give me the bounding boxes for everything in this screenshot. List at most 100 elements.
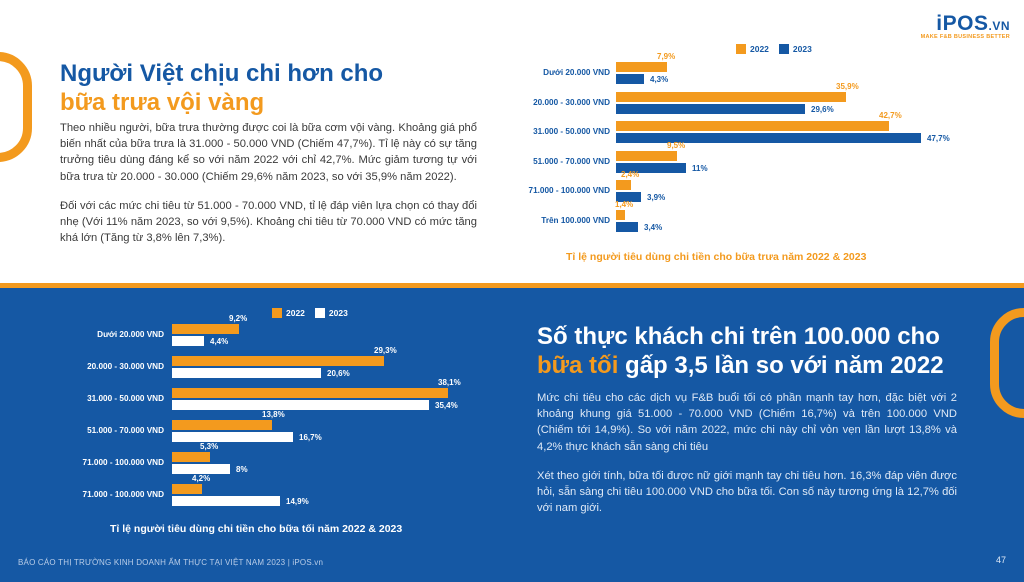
ipos-logo: iPOS.VN MAKE F&B BUSINESS BETTER <box>921 12 1010 40</box>
lunch-paragraph-2: Đối với các mức chi tiêu từ 51.000 - 70.… <box>60 199 477 245</box>
category-label: Dưới 20.000 VND <box>543 68 610 77</box>
report-footer: BÁO CÁO THỊ TRƯỜNG KINH DOANH ẨM THỰC TẠ… <box>18 558 324 567</box>
dinner-paragraph-1: Mức chi tiêu cho các dịch vụ F&B buổi tố… <box>537 392 957 453</box>
logo-suffix: .VN <box>988 19 1010 33</box>
bar-2023 <box>172 368 321 378</box>
data-label-2023: 8% <box>236 465 248 474</box>
legend-label: 2023 <box>792 44 812 54</box>
bar-2023 <box>616 162 686 173</box>
legend-swatch <box>778 44 789 54</box>
bar-2022 <box>172 420 272 430</box>
dinner-heading: Số thực khách chi trên 100.000 cho bữa t… <box>537 323 944 381</box>
category-label: 51.000 - 70.000 VND <box>87 426 164 435</box>
lunch-heading-line2: bữa trưa vội vàng <box>60 88 265 116</box>
data-label-2023: 11% <box>692 163 708 173</box>
logo-tagline: MAKE F&B BUSINESS BETTER <box>920 34 1010 40</box>
lunch-chart-caption: Tỉ lệ người tiêu dùng chi tiền cho bữa t… <box>566 251 867 263</box>
category-label: 20.000 - 30.000 VND <box>533 97 610 107</box>
data-label-2022: 9,2% <box>229 314 248 323</box>
bar-2022 <box>172 388 448 398</box>
data-label-2022: 4,2% <box>192 474 211 483</box>
bar-2022 <box>616 121 889 131</box>
data-label-2022: 2,4% <box>621 170 640 179</box>
data-label-2023: 35,4% <box>435 401 458 410</box>
category-label: 71.000 - 100.000 VND <box>528 186 610 195</box>
data-label-2023: 14,9% <box>286 497 309 506</box>
data-label-2022: 42,7% <box>879 111 902 120</box>
bar-2022 <box>616 150 677 161</box>
legend-label: 2022 <box>750 44 769 54</box>
bar-2023 <box>616 192 641 202</box>
data-label-2022: 35,9% <box>836 81 859 91</box>
data-label-2023: 29,6% <box>811 104 834 114</box>
chart-legend: 2022 2023 <box>272 308 348 318</box>
bar-2023 <box>172 464 230 474</box>
legend-item-2023: 2023 <box>314 308 348 318</box>
data-label-2023: 20,6% <box>327 369 350 378</box>
data-label-2023: 4,4% <box>210 337 229 346</box>
dinner-paragraph-2: Xét theo giới tính, bữa tối được nữ giới… <box>537 469 957 515</box>
bar-2023 <box>616 133 921 143</box>
dinner-description: Mức chi tiêu cho các dịch vụ F&B buổi tố… <box>537 390 957 516</box>
data-label-2023: 16,7% <box>299 433 322 442</box>
bar-2023 <box>616 103 805 114</box>
lunch-heading: Người Việt chịu chi hơn cho bữa trưa vội… <box>60 60 383 118</box>
bar-2023 <box>172 432 293 442</box>
data-label-2022: 7,9% <box>657 52 676 61</box>
category-label: 51.000 - 70.000 VND <box>533 156 610 166</box>
category-label: 31.000 - 50.000 VND <box>87 394 164 403</box>
lunch-description: Theo nhiều người, bữa trưa thường được c… <box>60 120 477 246</box>
bar-2022 <box>616 91 846 102</box>
data-label-2023: 4,3% <box>650 75 669 84</box>
data-label-2022: 1,4% <box>615 199 634 209</box>
bar-2022 <box>172 324 239 334</box>
bar-2022 <box>616 180 631 190</box>
bar-2023 <box>172 496 280 506</box>
dinner-chart-caption: Tỉ lệ người tiêu dùng chi tiền cho bữa t… <box>110 523 403 535</box>
legend-swatch <box>272 308 282 318</box>
logo-text: iPOS <box>936 12 989 35</box>
data-label-2023: 47,7% <box>927 134 950 143</box>
legend-item-2022: 2022 <box>272 308 305 318</box>
decor-ring-right <box>990 308 1024 418</box>
bar-2022 <box>616 209 625 220</box>
bar-2022 <box>172 484 202 494</box>
lunch-spending-chart: 2022 2023 Dưới 20.000 VND 7,9% 4,3% 20.000 - … <box>490 40 950 245</box>
legend-label: 2022 <box>286 308 305 318</box>
data-label-2022: 29,3% <box>374 346 397 355</box>
section-divider <box>0 283 1024 288</box>
data-label-2022: 5,3% <box>200 442 219 451</box>
dinner-heading-highlight: bữa tối <box>537 351 619 379</box>
chart-legend: 2022 2023 <box>736 44 812 54</box>
bottom-section <box>0 287 1024 582</box>
data-label-2022: 38,1% <box>438 378 461 387</box>
bar-2023 <box>172 336 204 346</box>
bar-2022 <box>172 452 210 462</box>
category-label: 20.000 - 30.000 VND <box>87 362 164 371</box>
page-number: 47 <box>995 555 1006 565</box>
legend-swatch <box>314 308 325 318</box>
legend-item-2023: 2023 <box>778 44 812 54</box>
bar-2022 <box>172 356 384 366</box>
bar-2023 <box>616 221 638 232</box>
category-label: Dưới 20.000 VND <box>97 330 164 339</box>
category-label: 71.000 - 100.000 VND <box>82 490 164 499</box>
category-label: Trên 100.000 VND <box>541 215 610 225</box>
lunch-heading-line1: Người Việt chịu chi hơn cho <box>60 60 384 87</box>
legend-label: 2023 <box>328 308 348 318</box>
category-label: 71.000 - 100.000 VND <box>82 458 164 467</box>
data-label-2022: 13,8% <box>262 410 285 419</box>
data-label-2022: 9,5% <box>667 140 686 150</box>
legend-item-2022: 2022 <box>736 44 769 54</box>
bar-2023 <box>172 400 429 410</box>
dinner-heading-rest: gấp 3,5 lần so với năm 2022 <box>618 351 944 379</box>
legend-swatch <box>736 44 746 54</box>
lunch-paragraph-1: Theo nhiều người, bữa trưa thường được c… <box>60 122 477 183</box>
dinner-heading-line1: Số thực khách chi trên 100.000 cho <box>537 323 940 350</box>
dinner-spending-chart: 2022 2023 Dưới 20.000 VND 9,2% 4,4% 20.000 - … <box>40 300 500 515</box>
data-label-2023: 3,4% <box>644 222 663 232</box>
data-label-2023: 3,9% <box>647 193 666 202</box>
bar-2022 <box>616 62 667 72</box>
category-label: 31.000 - 50.000 VND <box>533 127 610 136</box>
bar-2023 <box>616 74 644 84</box>
